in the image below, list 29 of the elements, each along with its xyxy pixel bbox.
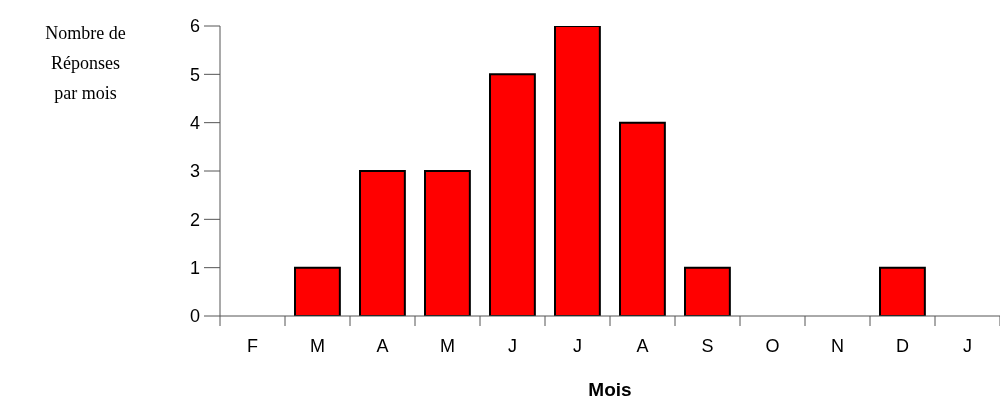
y-tick-label: 2 [189, 209, 200, 230]
x-tick-label: F [247, 336, 258, 356]
x-tick-label: S [701, 336, 714, 356]
x-tick-label: J [963, 336, 972, 356]
y-tick-label: 5 [189, 64, 200, 85]
x-tick-label: M [440, 336, 455, 356]
bar [294, 266, 341, 316]
bar [359, 170, 406, 316]
bar [619, 121, 666, 316]
x-tick-label: J [573, 336, 582, 356]
x-tick-label: A [636, 336, 649, 356]
bar [554, 26, 601, 316]
y-tick-label: 6 [189, 16, 200, 37]
y-axis-title: Nombre de Réponses par mois [44, 22, 127, 105]
y-tick-label: 4 [189, 112, 200, 133]
x-tick-label: M [310, 336, 325, 356]
bar [879, 266, 926, 316]
x-axis-title: Mois [588, 379, 632, 400]
x-tick-label: D [896, 336, 909, 356]
bar [489, 73, 536, 316]
x-tick-label: A [376, 336, 389, 356]
y-tick-label: 0 [189, 306, 200, 327]
x-tick-label: J [508, 336, 517, 356]
bar [424, 170, 471, 316]
y-tick-label: 3 [189, 161, 200, 182]
x-tick-label: N [831, 336, 844, 356]
x-tick-label: O [765, 336, 780, 356]
y-tick-label: 1 [189, 257, 200, 278]
bar [684, 266, 731, 316]
